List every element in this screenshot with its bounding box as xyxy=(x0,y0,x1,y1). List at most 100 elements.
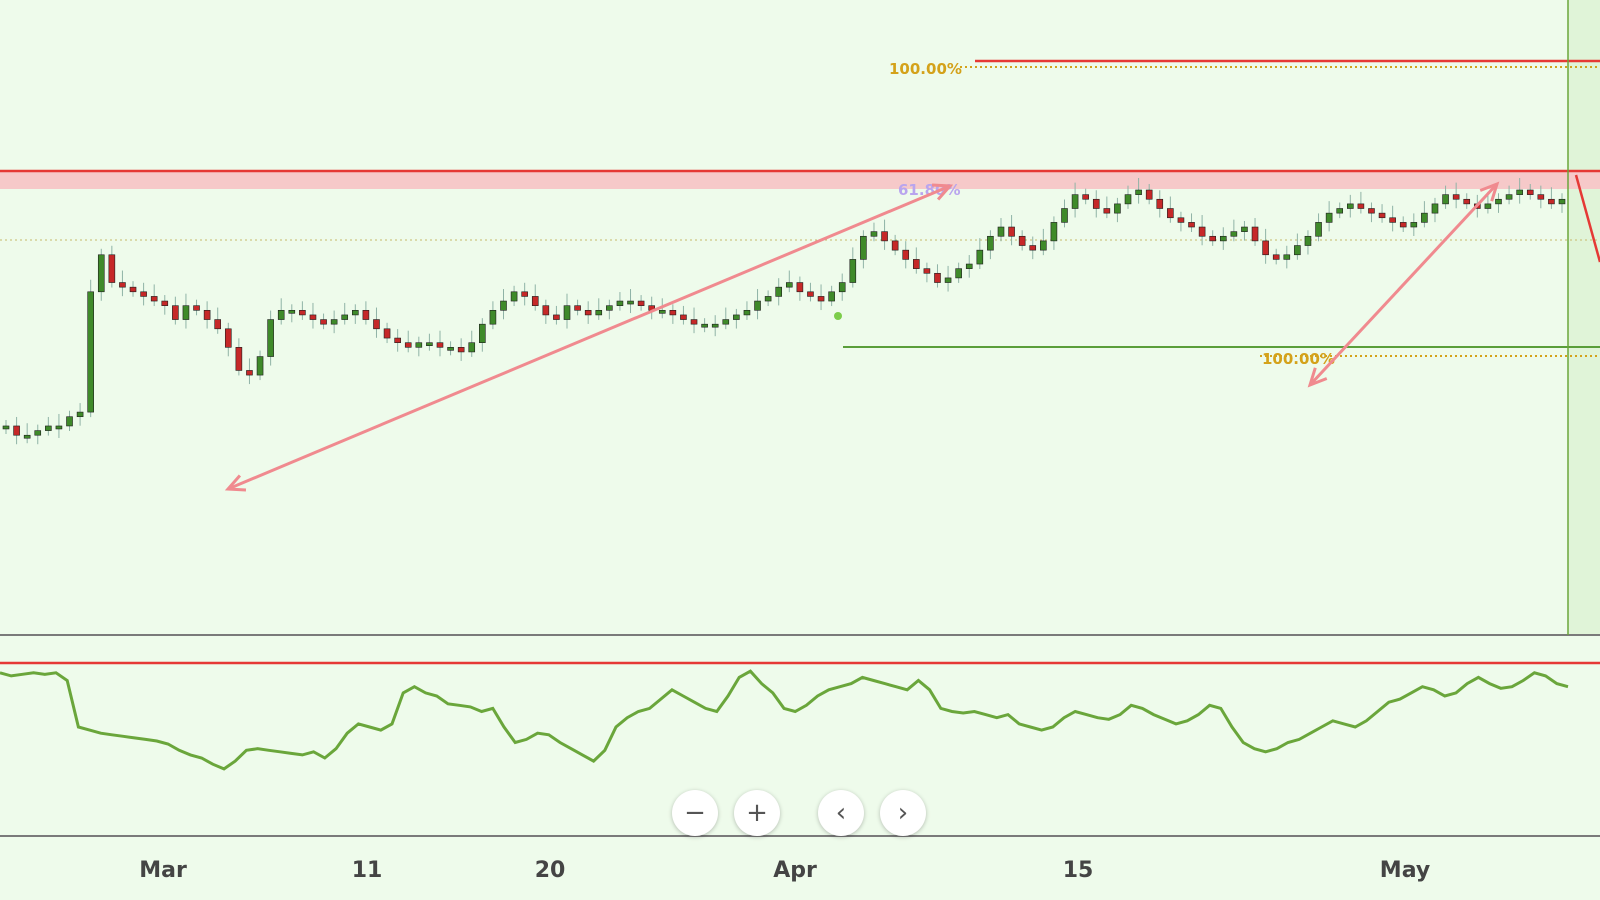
candle xyxy=(701,323,708,328)
candle xyxy=(182,305,190,320)
zoom-out-button[interactable]: − xyxy=(672,790,718,836)
candle xyxy=(881,231,888,242)
candle xyxy=(277,309,285,320)
oscillator-pane xyxy=(0,637,1600,835)
candle xyxy=(1008,226,1015,237)
candle xyxy=(997,226,1005,237)
candle xyxy=(1156,198,1164,209)
candle xyxy=(1209,235,1216,242)
candle xyxy=(1177,217,1185,223)
candle xyxy=(1029,245,1037,251)
candle xyxy=(97,254,105,293)
candle xyxy=(1410,222,1418,228)
candles xyxy=(2,178,1566,445)
candle xyxy=(828,291,835,302)
candle xyxy=(1558,198,1566,205)
candle xyxy=(203,309,211,320)
candle xyxy=(1241,226,1248,232)
candle xyxy=(383,328,391,339)
candle xyxy=(1219,235,1227,242)
candle xyxy=(193,305,200,311)
candle xyxy=(976,249,984,265)
candle xyxy=(108,254,116,283)
candle xyxy=(1537,194,1545,200)
candle xyxy=(796,282,804,293)
candle xyxy=(955,268,962,279)
candle xyxy=(87,291,94,413)
candle xyxy=(913,259,920,269)
candle xyxy=(775,286,783,297)
candle xyxy=(352,309,359,316)
candle xyxy=(309,314,317,320)
x-tick-label: 20 xyxy=(535,858,566,883)
candle xyxy=(627,300,634,305)
candle xyxy=(1071,194,1079,209)
candle xyxy=(923,268,931,274)
candle xyxy=(542,305,550,316)
candle xyxy=(55,425,63,430)
candle xyxy=(1357,203,1365,209)
candle xyxy=(1378,212,1386,219)
candle xyxy=(1484,203,1492,209)
candle xyxy=(214,319,222,330)
x-tick-label: 15 xyxy=(1063,858,1094,883)
candle xyxy=(1018,235,1026,246)
candle xyxy=(606,305,613,311)
arrow-head xyxy=(224,474,247,492)
candle xyxy=(468,342,476,353)
signal-dot xyxy=(834,312,842,320)
candle xyxy=(235,347,243,371)
price-pane xyxy=(0,0,1600,635)
candle xyxy=(23,434,31,439)
chart-navigation-controls: − + ‹ › xyxy=(668,790,928,838)
candle xyxy=(860,235,867,260)
projection-arrows xyxy=(224,174,1600,492)
x-tick-label: May xyxy=(1380,858,1430,883)
candle xyxy=(479,323,486,343)
candle xyxy=(743,309,751,316)
candle xyxy=(584,309,592,316)
candle xyxy=(500,300,507,311)
arrow-shaft xyxy=(1308,182,1499,387)
candle xyxy=(246,370,253,376)
candle xyxy=(754,300,761,311)
arrow-head xyxy=(1307,367,1328,388)
fib-label-lower: 100.00% xyxy=(1262,350,1335,368)
candle xyxy=(870,231,878,237)
candle xyxy=(1399,222,1407,228)
candle xyxy=(891,240,899,251)
candle xyxy=(1167,208,1174,219)
candle xyxy=(616,300,624,306)
candle xyxy=(1368,208,1375,214)
candle xyxy=(1230,231,1238,237)
candle xyxy=(838,282,846,293)
candle xyxy=(521,291,528,297)
zoom-in-button[interactable]: + xyxy=(734,790,780,836)
arrow-head xyxy=(931,183,954,201)
resistance-zone xyxy=(0,171,1600,189)
candle xyxy=(299,309,306,316)
candle xyxy=(267,319,274,357)
future-zone xyxy=(1568,0,1600,635)
x-axis-ticks: Mar 11 20 Apr 15 May xyxy=(139,858,1430,883)
candle xyxy=(415,342,423,348)
candle xyxy=(817,296,825,302)
x-tick-label: Mar xyxy=(139,858,187,883)
candle xyxy=(288,309,296,314)
candle xyxy=(1516,189,1523,195)
candle xyxy=(13,425,20,436)
candle xyxy=(1315,222,1322,237)
scroll-left-button[interactable]: ‹ xyxy=(818,790,864,836)
candle xyxy=(987,235,994,251)
candle xyxy=(1325,212,1333,223)
candle xyxy=(849,259,857,283)
candle xyxy=(1526,189,1534,195)
candle xyxy=(394,337,401,343)
candle xyxy=(1294,245,1301,256)
candle xyxy=(1262,240,1269,256)
candle xyxy=(965,263,973,269)
candle xyxy=(764,296,772,302)
downtrend-line xyxy=(1574,174,1600,263)
scroll-right-button[interactable]: › xyxy=(880,790,926,836)
